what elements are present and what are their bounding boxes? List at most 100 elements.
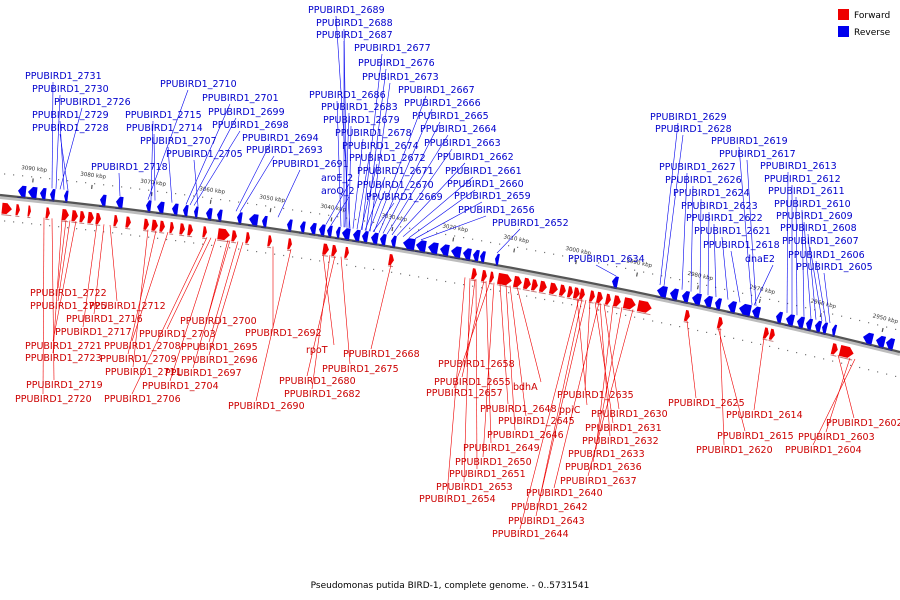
forward-gene-arrow [566,286,573,300]
forward-gene-label: PPUBIRD1_2721 [25,341,102,352]
reverse-gene-label: PPUBIRD1_2701 [202,93,279,104]
forward-leader-line [57,219,67,289]
reverse-gene-label: PPUBIRD1_2619 [711,136,788,147]
forward-gene-label: PPUBIRD1_2633 [568,449,645,460]
forward-leader-line [311,254,331,390]
forward-gene-label: PPUBIRD1_2716 [66,314,143,325]
kbp-tick: 3020 kbp [442,223,469,242]
reverse-leader-line [335,15,351,229]
reverse-gene-label: dnaE2 [745,254,775,265]
forward-leader-line [584,300,591,391]
forward-gene-label: PPUBIRD1_2645 [498,416,575,427]
forward-gene-arrow [604,293,611,307]
reverse-gene-label: PPUBIRD1_2664 [420,124,497,135]
kbp-tick: 3000 kbp [565,246,592,265]
svg-text:3050 kbp: 3050 kbp [259,194,286,204]
forward-leader-line [576,298,588,406]
genome-caption: Pseudomonas putida BIRD-1, complete geno… [311,581,590,591]
forward-gene-arrow [202,226,207,240]
reverse-gene-label: PPUBIRD1_2627 [659,162,736,173]
reverse-leader-line [786,171,789,313]
forward-gene-label: PPUBIRD1_2723 [25,353,102,364]
reverse-leader-line [373,95,427,233]
forward-gene-label: PPUBIRD1_2657 [426,388,503,399]
kbp-tick: 2990 kbp [626,258,653,277]
forward-gene-label: PPUBIRD1_2632 [582,436,659,447]
forward-leader-line [255,249,292,402]
reverse-leader-line [118,172,121,197]
reverse-leader-line [59,107,83,190]
kbp-tick: 3030 kbp [381,213,408,232]
reverse-gene-arrow [378,233,387,247]
forward-gene-arrow [79,211,85,225]
reverse-leader-line [382,121,441,234]
reverse-gene-arrow [737,303,752,318]
forward-gene-arrow [267,235,272,249]
reverse-gene-label: PPUBIRD1_2698 [212,120,289,131]
reverse-gene-label: PPUBIRD1_2667 [398,85,475,96]
forward-gene-arrow [125,216,131,230]
forward-leader-line [82,223,98,328]
reverse-leader-line [167,146,173,203]
forward-gene-arrow [538,280,547,295]
reverse-leader-line [699,198,702,294]
forward-gene-arrow [143,218,149,232]
forward-gene-arrow [578,288,585,302]
forward-gene-label: PPUBIRD1_2682 [284,389,361,400]
forward-gene-arrow [496,272,512,288]
forward-leader-line [192,240,231,369]
kbp-tick: 2960 kbp [810,298,837,318]
reverse-gene-label: PPUBIRD1_2610 [774,199,851,210]
reverse-gene-arrow [193,206,199,219]
forward-gene-label: PPUBIRD1_2709 [100,354,177,365]
reverse-gene-label: PPUBIRD1_2714 [126,123,203,134]
reverse-gene-label: PPUBIRD1_2730 [32,84,109,95]
svg-text:2970 kbp: 2970 kbp [749,284,776,296]
reverse-gene-label: PPUBIRD1_2617 [719,149,796,160]
forward-gene-arrow [343,246,349,260]
forward-leader-line [93,224,105,315]
forward-gene-label: PPUBIRD1_2635 [557,390,634,401]
reverse-gene-arrow [49,189,56,202]
reverse-gene-label: PPUBIRD1_2683 [321,102,398,113]
reverse-gene-label: PPUBIRD1_2612 [764,174,841,185]
forward-gene-arrow [387,253,394,268]
reverse-gene-arrow [830,324,838,338]
forward-leader-line [587,309,634,477]
reverse-gene-arrow [261,215,268,229]
forward-gene-label: PPUBIRD1_2706 [104,394,181,405]
svg-text:3000 kbp: 3000 kbp [565,246,592,257]
forward-gene-label: PPUBIRD1_2651 [449,469,526,480]
reverse-gene-arrow [884,338,896,352]
reverse-gene-arrow [449,246,462,260]
forward-gene-arrow [151,219,158,233]
reverse-leader-line [807,233,817,320]
reverse-leader-line [801,209,805,317]
forward-gene-label: PPUBIRD1_2720 [15,394,92,405]
forward-gene-arrow [231,230,237,244]
kbp-tick: 3010 kbp [503,234,530,253]
forward-gene-arrow [636,300,652,316]
reverse-gene-label: PPUBIRD1_2691 [272,159,349,170]
forward-gene-label: PPUBIRD1_2642 [511,502,588,513]
reverse-gene-label: PPUBIRD1_2613 [760,161,837,172]
reverse-gene-arrow [63,190,69,204]
gene-arrows [1,185,896,361]
reverse-gene-label: PPUBIRD1_2605 [796,262,873,273]
reverse-gene-label: PPUBIRD1_2694 [242,133,319,144]
reverse-leader-line [746,159,757,306]
forward-leader-line [475,279,478,470]
forward-gene-arrow [169,221,174,235]
forward-gene-label: PPUBIRD1_2646 [487,430,564,441]
forward-leader-line [109,224,118,302]
reverse-gene-arrow [774,311,784,325]
forward-gene-label: PPUBIRD1_2625 [668,398,745,409]
reverse-gene-label: PPUBIRD1_2710 [160,79,237,90]
reverse-gene-arrow [39,187,47,201]
forward-leader-line [132,229,149,368]
forward-gene-label: PPUBIRD1_2603 [798,432,875,443]
forward-gene-label: PPUBIRD1_2643 [508,516,585,527]
reverse-gene-label: PPUBIRD1_2621 [694,226,771,237]
forward-leader-line [463,278,471,483]
reverse-gene-arrow [713,298,723,311]
